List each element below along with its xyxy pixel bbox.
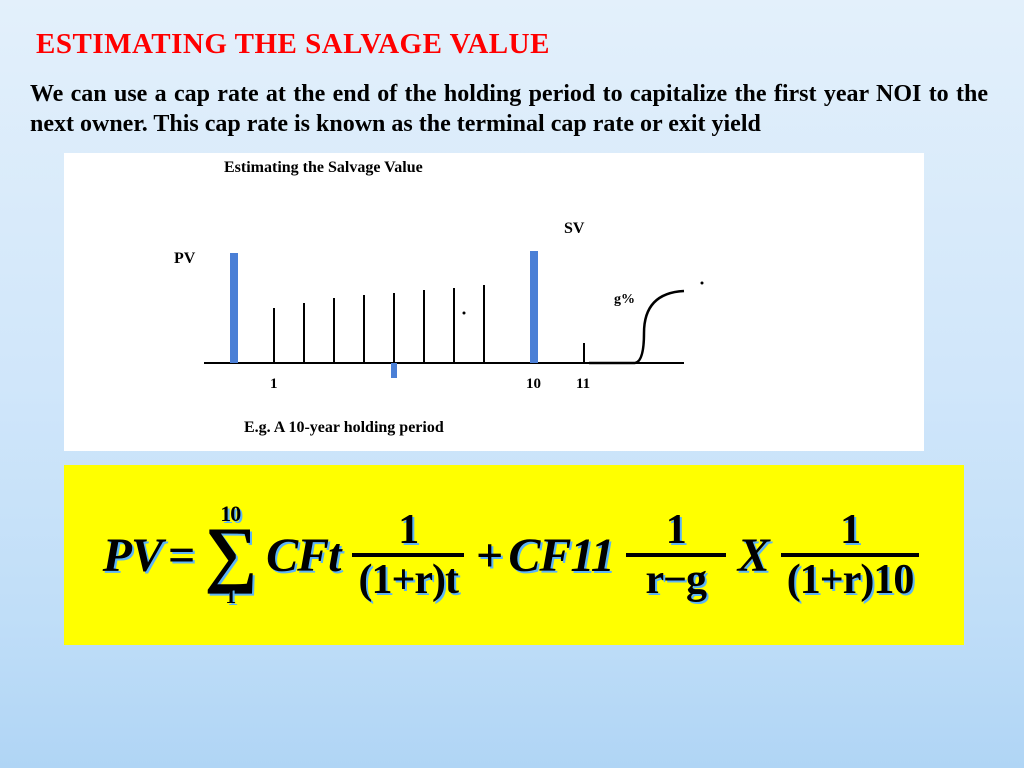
frac2-num: 1 [660, 507, 692, 553]
diagram-title: Estimating the Salvage Value [224, 159, 423, 177]
body-paragraph: We can use a cap rate at the end of the … [0, 61, 1024, 139]
frac3-num: 1 [834, 507, 866, 553]
growth-curve [589, 291, 684, 363]
frac-1: 1 (1+r)t [352, 507, 464, 603]
diagram-caption: E.g. A 10-year holding period [244, 419, 444, 437]
sigma-symbol: ∑ [204, 525, 256, 584]
dot [701, 282, 704, 285]
timeline-diagram: Estimating the Salvage Value PV SV g% 1 … [64, 153, 924, 451]
frac-2: 1 r−g [626, 507, 726, 603]
frac-3: 1 (1+r)10 [781, 507, 920, 603]
formula-block: PV = 10 ∑ 1 CFt 1 (1+r)t + CF11 1 r−g X … [64, 465, 964, 645]
sigma: 10 ∑ 1 [204, 503, 256, 606]
plus: + [476, 528, 502, 583]
pv-symbol: PV [103, 528, 162, 583]
cft: CFt [266, 528, 340, 583]
frac1-num: 1 [392, 507, 424, 553]
page-title: ESTIMATING THE SALVAGE VALUE [0, 0, 1024, 61]
dot [463, 312, 466, 315]
x-label-10: 10 [526, 376, 541, 392]
cf11: CF11 [508, 528, 613, 583]
equals: = [168, 528, 194, 583]
pv-label: PV [174, 250, 196, 267]
x-label-11: 11 [576, 376, 590, 392]
frac3-den: (1+r)10 [781, 557, 920, 603]
frac1-den: (1+r)t [352, 557, 464, 603]
sigma-lower: 1 [225, 585, 235, 607]
g-label: g% [614, 292, 635, 307]
times: X [738, 528, 769, 583]
frac2-den: r−g [639, 557, 712, 603]
timeline-chart: PV SV g% 1 10 11 [144, 193, 784, 413]
x-label-1: 1 [270, 376, 278, 392]
sv-label: SV [564, 220, 585, 237]
pv-formula: PV = 10 ∑ 1 CFt 1 (1+r)t + CF11 1 r−g X … [103, 503, 926, 606]
